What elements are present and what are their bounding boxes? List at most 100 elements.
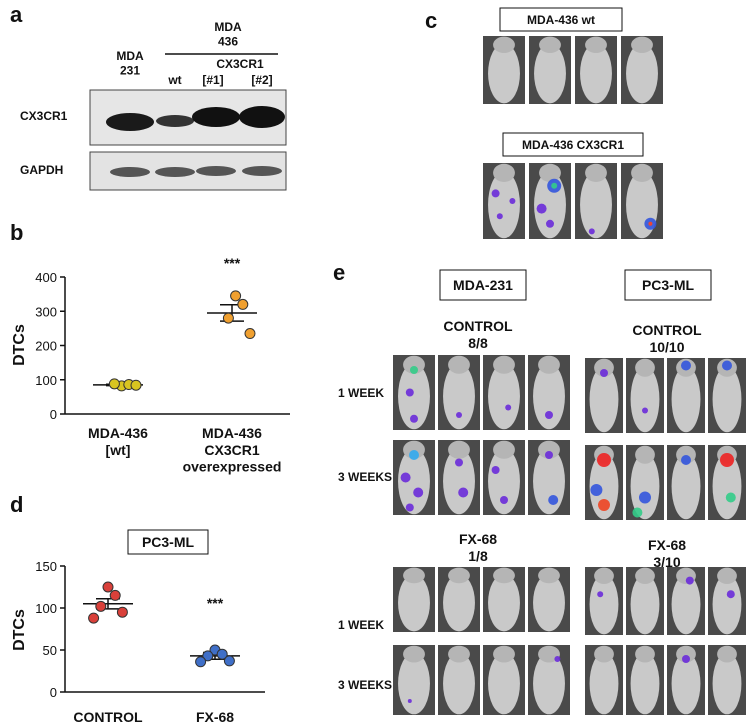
mouse [712,366,742,433]
signal [722,360,732,371]
condition: FX-68 [648,537,686,553]
data-point [102,581,114,593]
row-label: 1 WEEK [338,386,384,400]
mouse [533,363,565,430]
x-tick-label: MDA-436 [wt] [88,425,148,458]
mouse-head [538,440,560,459]
mouse-head [717,567,737,585]
mouse [589,366,619,433]
signal [455,458,463,467]
signal [496,213,503,220]
mouse [488,448,520,515]
lane-header: MDA 231 [116,49,144,77]
mouse [626,43,658,104]
mouse [488,171,520,239]
mouse-head [448,567,470,584]
group-title: MDA-436 wt [527,13,595,27]
signal [405,388,414,397]
row-label: 3 WEEKS [338,678,392,692]
lane-label: wt [167,73,181,87]
signal [590,484,603,496]
mouse [630,453,660,520]
mouse [443,448,475,515]
mouse-head [585,36,607,53]
mouse [398,652,430,715]
signal [456,412,462,418]
panel-label: d [10,492,23,517]
signal [598,499,610,511]
mouse [488,43,520,104]
signal [551,182,558,189]
condition: CONTROL [443,318,513,334]
signal [509,198,516,204]
mouse [533,574,565,632]
signal [648,221,653,226]
y-tick-label: 0 [50,685,57,700]
signal [597,453,611,467]
row-label: 1 WEEK [338,618,384,632]
data-point [116,606,128,618]
signal [413,487,424,498]
mouse [589,652,619,715]
mouse-head [493,36,515,53]
mouse [630,652,660,715]
column-title: PC3-ML [642,277,695,293]
group-header: MDA 436 [214,20,242,48]
panel-label: b [10,220,23,245]
data-point [130,379,142,391]
signal [554,656,561,662]
y-tick-label: 100 [35,601,57,616]
mouse-head [403,355,425,374]
mouse [671,574,701,635]
group-title: MDA-436 CX3CR1 [522,138,624,152]
mouse-head [493,163,515,183]
y-tick-label: 0 [50,407,57,422]
mouse-head [539,36,561,53]
data-point [202,650,214,662]
y-tick-label: 400 [35,270,57,285]
mouse-head [403,645,425,663]
label-box [624,269,712,301]
signal [491,189,500,198]
y-tick-label: 100 [35,373,57,388]
band [155,167,195,177]
data-point [222,312,234,324]
band [192,107,240,127]
mouse [712,453,742,520]
mouse-head [594,645,614,663]
mouse [488,574,520,632]
mouse-head [448,440,470,459]
mouse-head [635,445,655,464]
panel-label: a [10,2,23,27]
mouse-head [635,567,655,585]
signal [458,487,469,498]
mouse-head [717,645,737,663]
signal [409,450,419,460]
mouse-head [676,645,696,663]
mouse-head [635,358,655,377]
signal [500,496,508,504]
significance: *** [224,255,241,271]
mouse-head [448,355,470,374]
mouse [443,363,475,430]
band [156,115,194,127]
label-box [127,529,209,555]
mouse-head [493,440,515,459]
x-tick-label: FX-68 [196,709,234,725]
signal [545,411,553,419]
mouse-head [493,355,515,374]
mouse-head [585,163,607,183]
band [196,166,236,176]
signal [639,491,651,504]
mouse [398,448,430,515]
mouse [443,652,475,715]
band [242,166,282,176]
mouse [443,574,475,632]
column-title: MDA-231 [453,277,513,293]
mouse [580,43,612,104]
signal [491,466,500,474]
signal [685,576,694,585]
signal [405,503,414,512]
mouse-head [448,645,470,663]
